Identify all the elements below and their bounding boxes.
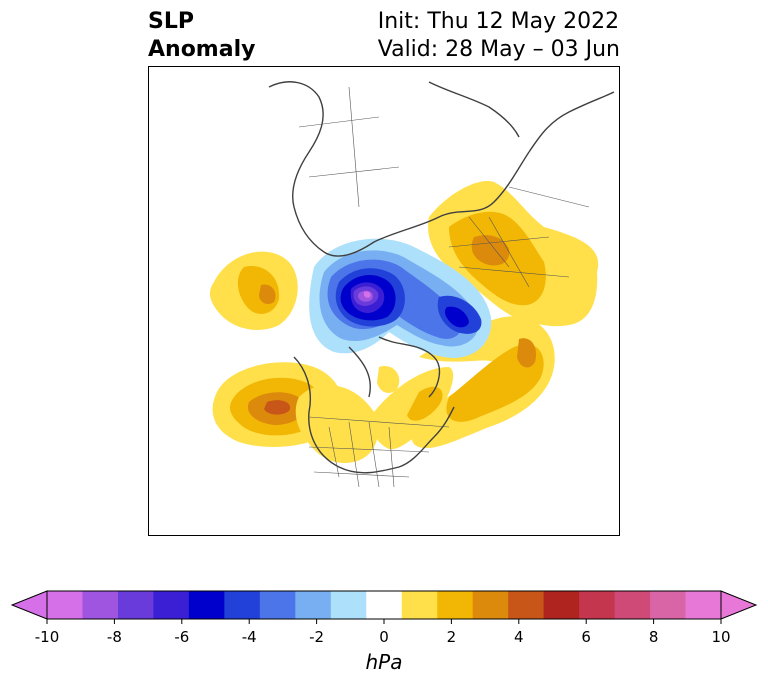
colorbar-segment — [82, 591, 119, 619]
colorbar-segment — [153, 591, 190, 619]
colorbar-segment — [472, 591, 509, 619]
colorbar-segment — [188, 591, 225, 619]
country-borders — [298, 86, 590, 488]
colorbar-tick-label: -8 — [106, 628, 122, 646]
colorbar-extend-low — [10, 590, 48, 620]
negative-anomaly-shading — [309, 238, 492, 358]
colorbar-tick-label: 4 — [514, 628, 524, 646]
colorbar-tick-label: -2 — [309, 628, 325, 646]
colorbar-extend-high — [720, 590, 758, 620]
colorbar-tick-label: -4 — [241, 628, 257, 646]
colorbar-tick-label: 8 — [648, 628, 659, 646]
colorbar — [10, 590, 758, 624]
colorbar-segment — [295, 591, 332, 619]
colorbar-label: hPa — [365, 650, 403, 674]
colorbar-segment — [330, 591, 367, 619]
colorbar-segment — [508, 591, 545, 619]
positive-anomaly-shading — [209, 181, 599, 463]
map-title-variable: SLP Anomaly — [148, 8, 255, 64]
colorbar-segment — [366, 591, 403, 619]
init-date: Init: Thu 12 May 2022 — [377, 9, 620, 34]
colorbar-segment — [437, 591, 474, 619]
colorbar-tick-label: 2 — [446, 628, 457, 646]
colorbar-segment — [614, 591, 651, 619]
colorbar-segment — [259, 591, 296, 619]
title-line-2: Anomaly — [148, 37, 256, 62]
colorbar-tick-label: -6 — [174, 628, 190, 646]
map-title-dates: Init: Thu 12 May 2022 Valid: 28 May – 03… — [378, 8, 620, 64]
colorbar-segment — [224, 591, 261, 619]
title-line-1: SLP — [148, 9, 194, 34]
colorbar-segment — [47, 591, 83, 619]
colorbar-tick-label: 0 — [379, 628, 389, 646]
slp-anomaly-map — [149, 67, 619, 535]
valid-range: Valid: 28 May – 03 Jun — [377, 37, 620, 62]
colorbar-segment — [401, 591, 438, 619]
map-panel — [148, 66, 620, 536]
colorbar-tick-label: 10 — [711, 628, 731, 646]
coastlines — [268, 81, 615, 474]
colorbar-tick-label: 6 — [581, 628, 591, 646]
colorbar-segment — [650, 591, 687, 619]
colorbar-segment — [685, 591, 722, 619]
colorbar-segment — [543, 591, 580, 619]
colorbar-segment — [579, 591, 616, 619]
colorbar-tick-label: -10 — [34, 628, 60, 646]
colorbar-segment — [117, 591, 154, 619]
